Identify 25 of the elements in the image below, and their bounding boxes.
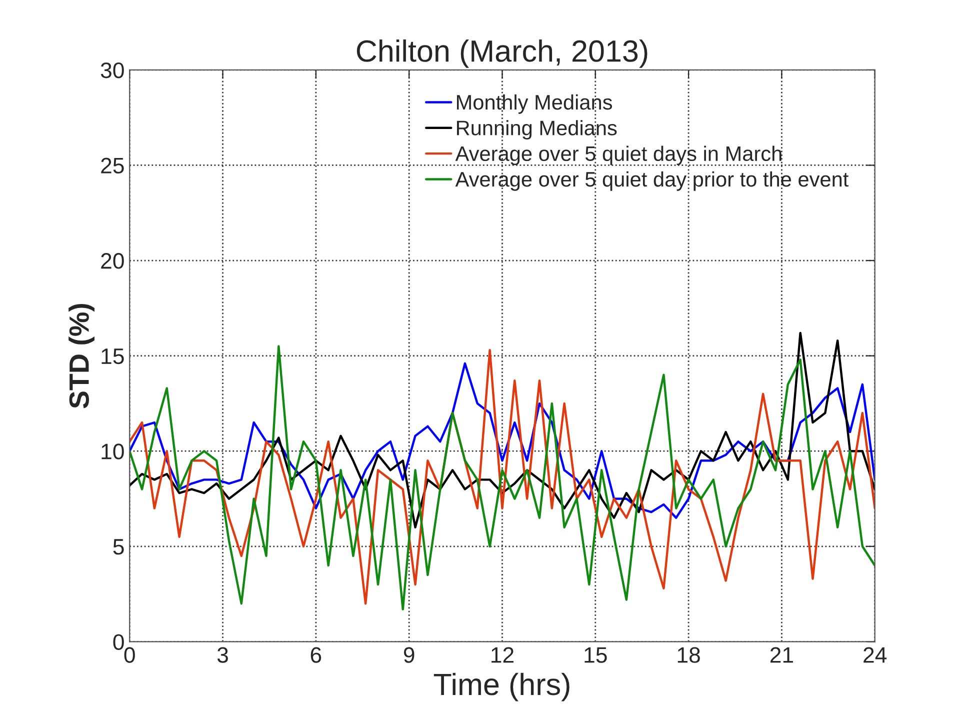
x-tick-label: 9 [404, 647, 414, 663]
x-tick-label: 21 [770, 647, 793, 663]
legend-label: Running Medians [457, 120, 617, 140]
y-tick-label: 30 [100, 62, 124, 78]
x-tick-label: 3 [217, 647, 228, 663]
y-tick-label: 20 [101, 253, 124, 269]
y-tick-label: 0 [113, 634, 124, 650]
y-tick-label: 5 [113, 539, 124, 555]
x-tick-label: 0 [124, 647, 135, 663]
x-tick-label: 6 [310, 647, 322, 663]
y-tick-label: 15 [102, 348, 124, 364]
x-tick-label: 15 [584, 647, 607, 663]
chart-title: Chilton (March, 2013) [356, 39, 648, 68]
y-tick-label: 10 [102, 444, 124, 460]
legend-label: Average over 5 quiet days in March [455, 146, 782, 166]
x-axis-title: Time (hrs) [434, 672, 570, 702]
x-tick-label: 12 [492, 647, 514, 663]
x-tick-label: 18 [678, 647, 700, 663]
y-axis-title: STD (%) [68, 304, 94, 408]
line-series [130, 362, 875, 519]
legend-label: Monthly Medians [457, 94, 612, 114]
x-tick-label: 24 [864, 647, 887, 663]
line-series [130, 332, 875, 528]
legend-label: Average over 5 quiet day prior to the event [455, 171, 849, 191]
y-tick-label: 25 [101, 158, 124, 174]
